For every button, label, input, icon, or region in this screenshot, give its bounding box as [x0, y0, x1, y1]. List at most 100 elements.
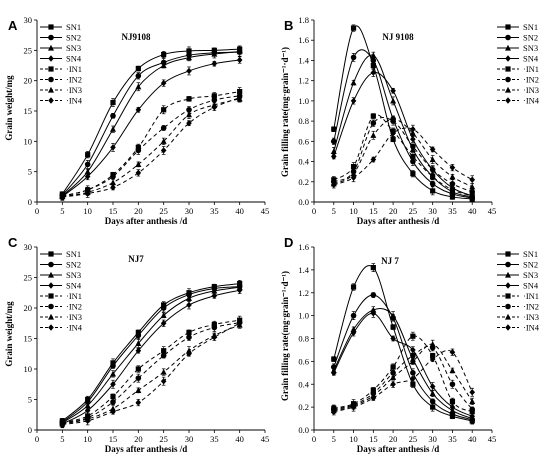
y-tick-label: 20	[24, 303, 33, 313]
data-point	[390, 136, 396, 142]
legend-item-sn2: SN2	[497, 260, 538, 270]
legend-marker	[505, 55, 511, 62]
data-point	[410, 143, 416, 150]
data-point	[110, 113, 116, 119]
data-point	[186, 111, 192, 118]
data-point	[110, 363, 116, 369]
data-point	[135, 399, 142, 406]
legend-marker	[48, 44, 54, 51]
data-point	[469, 413, 476, 420]
data-point	[186, 329, 192, 335]
data-point	[390, 381, 396, 388]
legend-label: SN1	[66, 249, 81, 259]
legend-label: ·IN2	[66, 302, 82, 312]
data-point	[449, 398, 456, 405]
legend-marker	[48, 55, 54, 62]
panel-label: B	[284, 18, 293, 33]
data-point	[211, 104, 218, 111]
data-point	[59, 421, 66, 428]
data-point	[186, 96, 192, 102]
y-tick-label: 0	[28, 197, 32, 207]
y-tick-label: 10	[24, 136, 33, 146]
data-point	[410, 153, 416, 160]
data-point	[110, 370, 116, 377]
x-axis-title: Days after anthesis /d	[357, 444, 440, 454]
data-point	[350, 174, 357, 181]
data-point	[449, 164, 456, 171]
legend-label: SN1	[523, 22, 538, 32]
data-point	[160, 138, 167, 144]
legend-item-in2: ·IN2	[40, 302, 82, 312]
legend-marker	[505, 76, 511, 83]
data-point	[110, 393, 116, 400]
data-point	[390, 115, 397, 122]
y-tick-label: 20	[24, 76, 33, 86]
data-point	[410, 333, 416, 339]
series-in4	[330, 348, 476, 416]
y-tick-label: 0.8	[298, 334, 309, 344]
legend-label: ·IN1	[523, 291, 539, 301]
series-line	[61, 51, 240, 197]
data-point	[430, 188, 436, 194]
y-tick-label: 1.2	[298, 288, 309, 298]
legend-marker	[48, 271, 54, 278]
data-point	[135, 147, 142, 154]
legend-label: ·IN4	[523, 323, 540, 333]
data-point	[410, 375, 416, 382]
legend-label: SN1	[66, 22, 81, 32]
x-tick-label: 35	[210, 206, 219, 216]
x-tick-label: 15	[109, 206, 118, 216]
series-line	[62, 286, 240, 424]
data-point	[135, 65, 141, 72]
y-tick-label: 1.0	[298, 96, 309, 106]
legend-label: ·IN2	[523, 75, 539, 85]
data-point	[161, 51, 167, 58]
legend-marker	[48, 97, 54, 104]
series-in4	[59, 318, 243, 429]
data-point	[236, 287, 243, 294]
x-axis-title: Days after anthesis /d	[357, 216, 440, 226]
y-tick-label: 0.2	[298, 177, 309, 187]
legend-label: SN3	[523, 43, 538, 53]
data-point	[410, 346, 416, 354]
y-axis-title: Grain weight/mg	[4, 301, 14, 367]
panel-label: A	[8, 18, 18, 33]
legend-item-sn2: SN2	[40, 33, 81, 43]
data-point	[84, 417, 91, 425]
legend-item-sn3: SN3	[497, 43, 538, 53]
data-point	[110, 381, 116, 388]
y-tick-label: 25	[24, 45, 33, 55]
data-point	[429, 398, 436, 405]
legend-label: ·IN4	[66, 96, 83, 106]
legend-item-sn1: SN1	[40, 22, 81, 32]
legend-label: SN2	[66, 260, 81, 270]
series-in4	[59, 93, 243, 201]
data-point	[85, 152, 91, 158]
legend-label: ·IN4	[523, 96, 540, 106]
y-tick-label: 0.4	[298, 157, 309, 167]
legend-label: ·IN3	[523, 85, 539, 95]
legend-marker	[48, 86, 54, 93]
data-point	[160, 368, 167, 375]
data-point	[186, 48, 192, 54]
data-point	[84, 168, 91, 175]
x-tick-label: 25	[159, 206, 168, 216]
legend-item-in3: ·IN3	[497, 85, 539, 95]
y-tick-label: 15	[24, 106, 33, 116]
data-point	[370, 113, 376, 119]
y-tick-label: 0.2	[298, 402, 309, 412]
data-point	[84, 190, 91, 197]
legend-item-sn3: SN3	[497, 270, 538, 280]
data-point	[186, 106, 192, 113]
legend-marker	[505, 261, 511, 268]
x-tick-label: 45	[261, 434, 270, 444]
legend-item-in1: ·IN1	[40, 291, 82, 301]
y-tick-label: 25	[24, 273, 33, 283]
series-line	[62, 322, 240, 426]
data-point	[186, 301, 192, 309]
data-point	[469, 193, 475, 199]
legend-label: ·IN2	[523, 302, 539, 312]
data-point	[390, 374, 397, 380]
